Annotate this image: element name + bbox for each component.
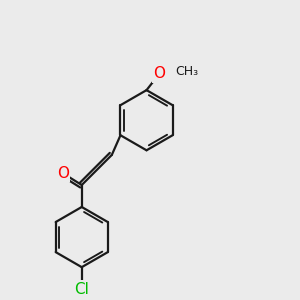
Text: O: O <box>57 166 69 181</box>
Text: Cl: Cl <box>74 282 89 297</box>
Text: CH₃: CH₃ <box>176 64 199 77</box>
Text: O: O <box>153 66 165 81</box>
